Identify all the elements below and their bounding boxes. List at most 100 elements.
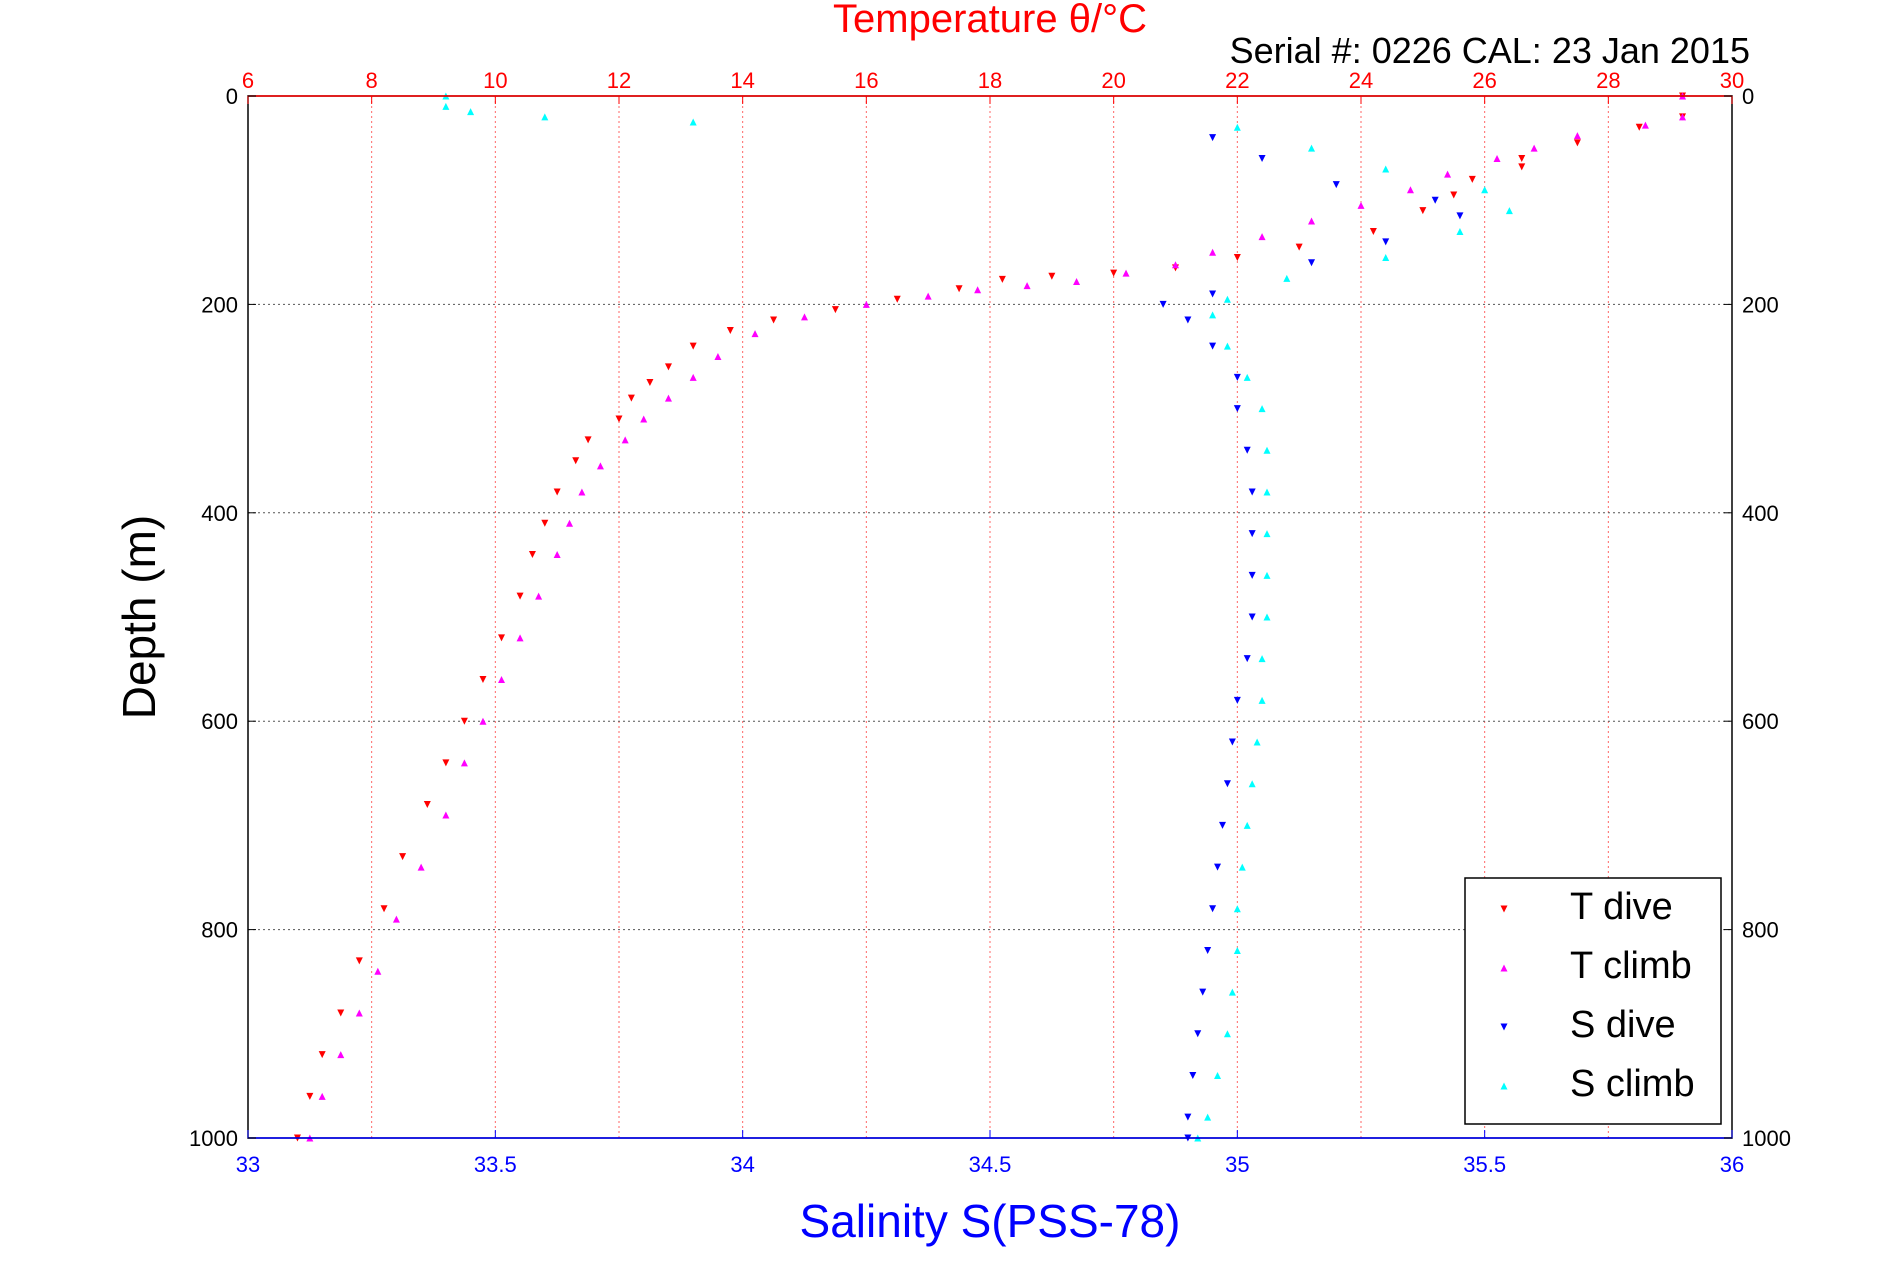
data-points bbox=[293, 92, 1687, 1142]
data-point bbox=[664, 394, 672, 402]
data-point bbox=[1122, 269, 1130, 277]
grid bbox=[248, 96, 1732, 1138]
legend-marker bbox=[1500, 1023, 1508, 1031]
data-point bbox=[318, 1092, 326, 1100]
x-top-tick-label: 28 bbox=[1596, 68, 1620, 93]
data-point bbox=[621, 436, 629, 444]
data-point bbox=[399, 853, 407, 861]
data-point bbox=[1248, 613, 1256, 621]
data-point bbox=[801, 313, 808, 321]
data-point bbox=[1450, 191, 1458, 199]
y-right-tick-label: 1000 bbox=[1742, 1126, 1791, 1151]
data-point bbox=[306, 1092, 314, 1100]
data-point bbox=[1194, 1030, 1202, 1038]
x-bottom-tick-label: 35.5 bbox=[1463, 1152, 1506, 1177]
data-point bbox=[516, 634, 524, 642]
x-top-tick-label: 30 bbox=[1720, 68, 1744, 93]
y-right-tick-label: 400 bbox=[1742, 501, 1779, 526]
series-s-climb bbox=[442, 92, 1513, 1142]
data-point bbox=[1263, 488, 1271, 496]
data-point bbox=[1209, 905, 1217, 913]
data-point bbox=[1641, 121, 1649, 129]
legend-label: S climb bbox=[1570, 1063, 1695, 1105]
data-point bbox=[1530, 144, 1538, 152]
data-point bbox=[541, 113, 549, 121]
legend: T dive T climb S dive S climb bbox=[1464, 877, 1722, 1125]
data-point bbox=[1263, 571, 1271, 579]
x-top-tick-label: 16 bbox=[854, 68, 878, 93]
data-point bbox=[1233, 946, 1241, 954]
data-point bbox=[355, 1009, 363, 1017]
data-point bbox=[1505, 207, 1513, 215]
data-point bbox=[572, 457, 580, 465]
data-point bbox=[1382, 165, 1390, 173]
y-tick-label: 600 bbox=[201, 709, 238, 734]
data-point bbox=[1258, 155, 1266, 163]
y-right-tick-label: 200 bbox=[1742, 292, 1779, 317]
data-point bbox=[1431, 196, 1439, 204]
data-point bbox=[1233, 254, 1241, 262]
y-axis-label: Depth (m) bbox=[113, 515, 165, 719]
legend-marker bbox=[1500, 905, 1508, 913]
data-point bbox=[893, 295, 901, 303]
data-point bbox=[1223, 342, 1231, 350]
legend-box bbox=[1464, 877, 1722, 1125]
data-point bbox=[714, 353, 722, 360]
data-point bbox=[541, 519, 549, 527]
data-point bbox=[1048, 272, 1056, 280]
data-point bbox=[1223, 1030, 1231, 1038]
data-point bbox=[664, 363, 672, 371]
data-point bbox=[442, 811, 450, 819]
data-point bbox=[1263, 530, 1271, 538]
data-point bbox=[479, 676, 487, 684]
data-point bbox=[1263, 613, 1271, 621]
data-point bbox=[1243, 655, 1251, 663]
y-tick-label: 200 bbox=[201, 292, 238, 317]
data-point bbox=[528, 550, 536, 558]
data-point bbox=[355, 957, 363, 965]
data-point bbox=[516, 592, 524, 600]
data-point bbox=[1233, 373, 1241, 381]
data-point bbox=[1243, 446, 1251, 454]
data-point bbox=[1159, 300, 1167, 308]
data-point bbox=[1258, 233, 1266, 241]
data-point bbox=[467, 108, 475, 116]
x-top-tick-label: 12 bbox=[607, 68, 631, 93]
chart-title: Temperature θ/°C bbox=[833, 0, 1147, 41]
data-point bbox=[1023, 282, 1031, 290]
data-point bbox=[1308, 217, 1316, 225]
data-point bbox=[1233, 405, 1241, 413]
data-point bbox=[1233, 905, 1241, 913]
data-point bbox=[726, 326, 734, 334]
data-point bbox=[578, 488, 586, 496]
data-point bbox=[1184, 1113, 1192, 1121]
legend-label: T dive bbox=[1570, 886, 1673, 928]
data-point bbox=[1209, 290, 1217, 298]
data-point bbox=[689, 118, 697, 126]
data-point bbox=[1518, 155, 1526, 163]
data-point bbox=[1573, 139, 1581, 147]
x-top-tick-label: 20 bbox=[1101, 68, 1125, 93]
data-point bbox=[1382, 238, 1390, 246]
series-s-dive bbox=[1159, 134, 1464, 1142]
x-bottom-tick-label: 34.5 bbox=[969, 1152, 1012, 1177]
data-point bbox=[460, 717, 468, 725]
data-point bbox=[442, 759, 450, 767]
data-point bbox=[566, 519, 574, 527]
data-point bbox=[442, 102, 450, 110]
data-point bbox=[1468, 175, 1476, 183]
data-point bbox=[423, 801, 431, 809]
data-point bbox=[1248, 488, 1256, 496]
data-point bbox=[1073, 277, 1081, 285]
data-point bbox=[1308, 144, 1316, 152]
data-point bbox=[1295, 243, 1303, 251]
data-point bbox=[689, 342, 697, 350]
legend-label: T climb bbox=[1570, 945, 1692, 987]
legend-label: S dive bbox=[1570, 1004, 1676, 1046]
data-point bbox=[1238, 863, 1246, 871]
y-tick-label: 800 bbox=[201, 918, 238, 943]
data-point bbox=[862, 300, 870, 308]
y-right-tick-label: 800 bbox=[1742, 918, 1779, 943]
data-point bbox=[1406, 186, 1414, 194]
